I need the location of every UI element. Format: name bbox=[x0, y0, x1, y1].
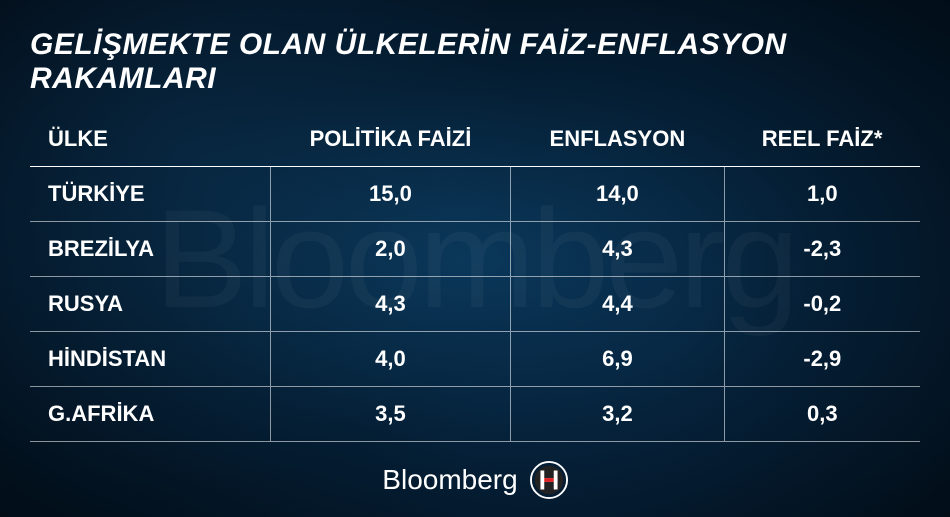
table-row: G.AFRİKA 3,5 3,2 0,3 bbox=[30, 387, 920, 442]
cell: 6,9 bbox=[511, 332, 725, 387]
cell: G.AFRİKA bbox=[30, 387, 270, 442]
cell: 1,0 bbox=[724, 167, 920, 222]
cell: 4,4 bbox=[511, 277, 725, 332]
data-table: ÜLKE POLİTİKA FAİZİ ENFLASYON REEL FAİZ*… bbox=[30, 116, 920, 442]
table-row: RUSYA 4,3 4,4 -0,2 bbox=[30, 277, 920, 332]
ht-logo-icon bbox=[530, 461, 568, 499]
cell: -2,9 bbox=[724, 332, 920, 387]
cell: 14,0 bbox=[511, 167, 725, 222]
cell: TÜRKİYE bbox=[30, 167, 270, 222]
cell: BREZİLYA bbox=[30, 222, 270, 277]
cell: 4,3 bbox=[270, 277, 510, 332]
cell: RUSYA bbox=[30, 277, 270, 332]
cell: 3,2 bbox=[511, 387, 725, 442]
table-row: BREZİLYA 2,0 4,3 -2,3 bbox=[30, 222, 920, 277]
cell: HİNDİSTAN bbox=[30, 332, 270, 387]
cell: 0,3 bbox=[724, 387, 920, 442]
table-row: TÜRKİYE 15,0 14,0 1,0 bbox=[30, 167, 920, 222]
cell: -0,2 bbox=[724, 277, 920, 332]
cell: -2,3 bbox=[724, 222, 920, 277]
table-row: HİNDİSTAN 4,0 6,9 -2,9 bbox=[30, 332, 920, 387]
cell: 4,0 bbox=[270, 332, 510, 387]
cell: 15,0 bbox=[270, 167, 510, 222]
footer: Bloomberg bbox=[0, 461, 950, 499]
col-header: ÜLKE bbox=[30, 116, 270, 167]
cell: 3,5 bbox=[270, 387, 510, 442]
cell: 4,3 bbox=[511, 222, 725, 277]
cell: 2,0 bbox=[270, 222, 510, 277]
col-header: ENFLASYON bbox=[511, 116, 725, 167]
footer-brand: Bloomberg bbox=[382, 464, 517, 496]
page-title: GELİŞMEKTE OLAN ÜLKELERİN FAİZ-ENFLASYON… bbox=[0, 0, 950, 116]
col-header: POLİTİKA FAİZİ bbox=[270, 116, 510, 167]
col-header: REEL FAİZ* bbox=[724, 116, 920, 167]
